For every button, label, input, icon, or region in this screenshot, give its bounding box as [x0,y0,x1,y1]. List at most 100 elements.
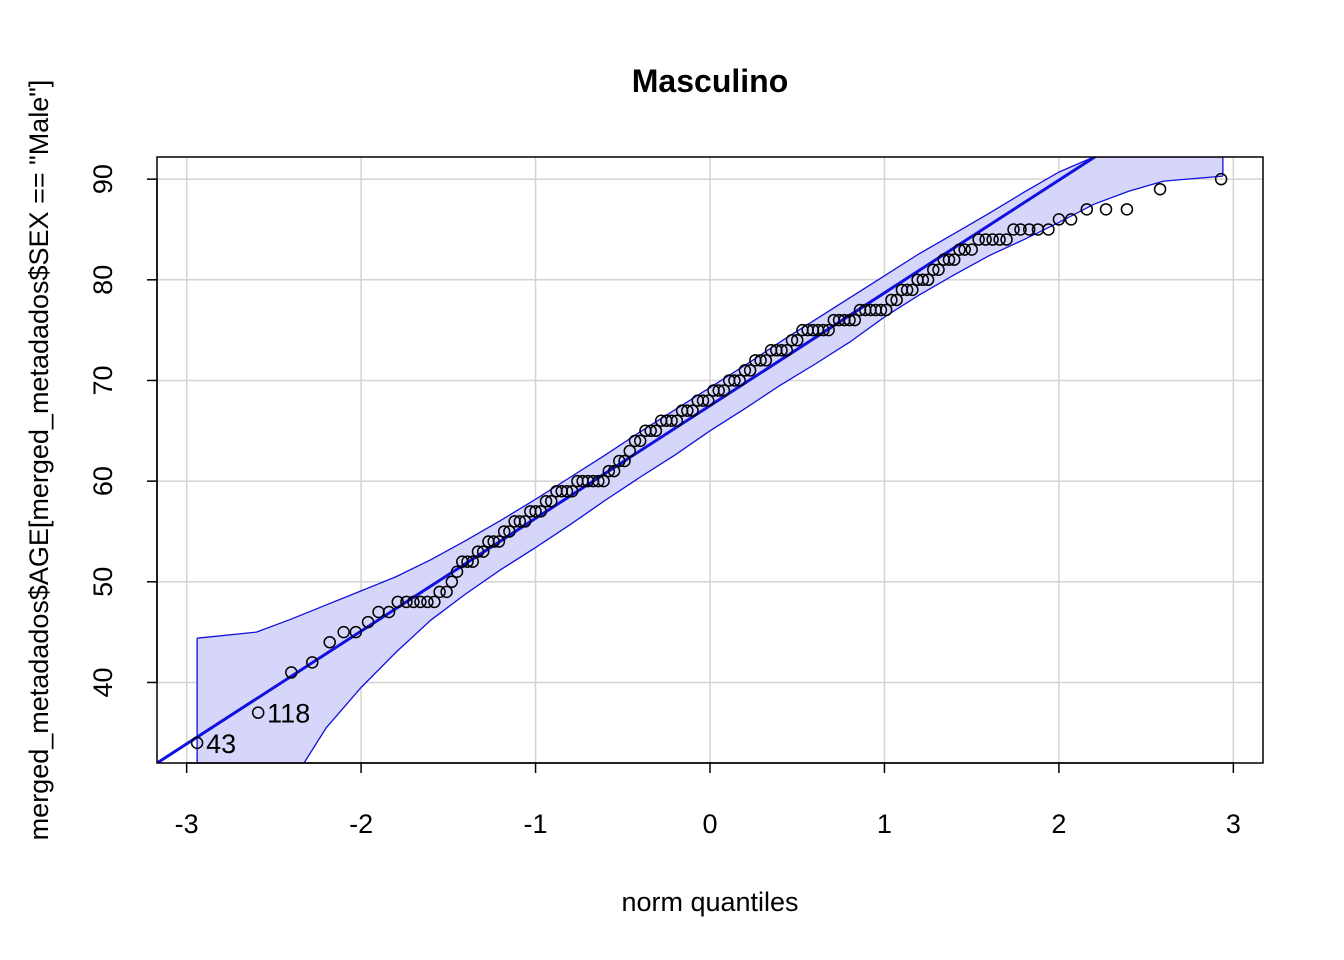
point-label: 118 [267,699,310,729]
data-point [518,515,532,528]
data-point [879,303,893,317]
data-point [921,273,935,287]
data-point [450,565,464,578]
data-point [785,333,799,347]
data-point [696,394,710,407]
data-point [565,484,579,498]
y-tick-label: 80 [88,265,118,295]
data-point [843,313,856,327]
data-point [885,293,898,307]
data-point [1080,203,1094,216]
data-point [738,364,752,377]
data-point [618,454,631,468]
x-tick-label: 1 [877,809,892,839]
data-point [993,233,1006,246]
x-tick-label: -1 [524,809,548,839]
data-point [942,253,956,266]
envelope-upper [197,157,1223,639]
data-point [323,635,336,649]
data-point [251,706,265,719]
data-point [1052,213,1066,226]
data-point [817,323,830,337]
data-point [306,656,319,669]
data-point [1014,223,1027,236]
data-point [602,464,616,478]
x-tick-label: 3 [1226,809,1241,839]
chart-title: Masculino [632,63,788,99]
data-point [932,263,945,276]
data-point [440,585,453,599]
y-tick-label: 90 [88,164,118,194]
data-point [900,283,914,297]
data-point [433,585,446,599]
data-point [874,303,888,317]
data-point [644,424,657,438]
data-point [790,333,804,347]
data-point [958,243,971,256]
data-point [633,434,647,448]
data-point [628,434,642,448]
data-point [780,344,794,357]
data-point [1000,233,1013,246]
data-point [414,595,427,609]
x-axis: -3 -2 -1 0 1 2 3 [175,762,1241,839]
data-point [649,424,663,438]
data-point [190,736,204,750]
y-axis: 40 50 60 70 80 90 [88,164,158,697]
envelope-fill [197,157,1223,763]
data-point [560,484,574,498]
data-point [947,253,961,266]
x-tick-label: 0 [702,809,717,839]
data-point [754,354,767,367]
data-point [471,545,485,558]
data-point [1064,213,1078,226]
data-point [445,575,459,589]
data-point [461,555,474,568]
data-point [986,233,999,246]
data-point [822,323,835,337]
data-point [361,615,375,629]
y-tick-label: 70 [88,365,118,395]
data-point [670,414,684,427]
data-point [428,595,441,609]
data-point [686,404,699,417]
data-point [1022,223,1036,236]
data-point [529,505,542,518]
data-point [979,233,992,246]
data-point [492,535,506,548]
data-point [1214,172,1228,186]
data-point [1120,203,1134,216]
data-point [775,344,788,357]
y-axis-label: merged_metadados$AGE[merged_metadados$SE… [24,80,54,841]
data-point [545,495,558,508]
data-point [1007,223,1020,236]
x-tick-label: -2 [349,809,373,839]
x-tick-label: 2 [1051,809,1066,839]
y-tick-label: 50 [88,567,118,597]
data-point [1099,203,1113,216]
data-point [382,605,396,619]
data-point [349,625,363,639]
data-point [890,293,903,307]
data-point [953,243,966,256]
data-point [534,505,548,518]
data-point [916,273,930,287]
data-point [965,243,978,256]
data-point [592,474,605,488]
plot-frame [156,156,1264,764]
data-point [906,283,919,297]
point-label: 43 [206,729,236,759]
data-point [1153,182,1167,196]
data-point [466,555,480,568]
data-point [702,394,715,407]
data-point [487,535,500,548]
data-point [391,595,404,609]
data-point [400,595,413,609]
data-point [972,233,985,246]
data-point [597,474,610,488]
y-tick-label: 60 [88,466,118,496]
data-point [607,464,621,478]
data-points [190,172,1228,750]
data-point [285,666,298,679]
